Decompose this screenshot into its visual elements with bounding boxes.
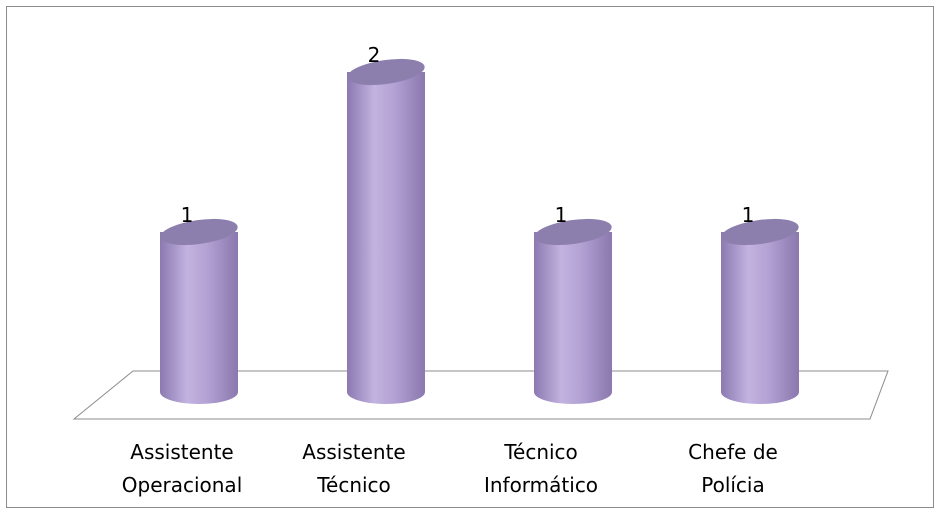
bar-body [160, 232, 238, 404]
data-label: 1 [181, 203, 194, 227]
data-labels-group: 1 2 1 1 [181, 43, 755, 227]
bar-body [347, 72, 425, 404]
data-label: 1 [742, 203, 755, 227]
bar-top [721, 218, 799, 246]
bar-top [534, 218, 612, 246]
category-label: Chefe de Polícia [688, 440, 778, 497]
bar-2 [347, 58, 425, 404]
bars-group [160, 58, 799, 404]
bar-1 [160, 218, 238, 404]
bar-top [160, 218, 238, 246]
category-labels-group: Assistente Operacional Assistente Técnico Té… [122, 440, 778, 497]
chart-floor [72, 370, 889, 420]
category-label: Assistente Operacional [122, 440, 243, 497]
bar-4 [721, 218, 799, 404]
data-label: 1 [555, 203, 568, 227]
bar-body [721, 232, 799, 404]
category-label: Assistente Técnico [302, 440, 405, 497]
data-label: 2 [368, 43, 381, 67]
bar-3 [534, 218, 612, 404]
bar-top [347, 58, 425, 86]
bar-body [534, 232, 612, 404]
category-label: Técnico Informático [484, 440, 598, 497]
